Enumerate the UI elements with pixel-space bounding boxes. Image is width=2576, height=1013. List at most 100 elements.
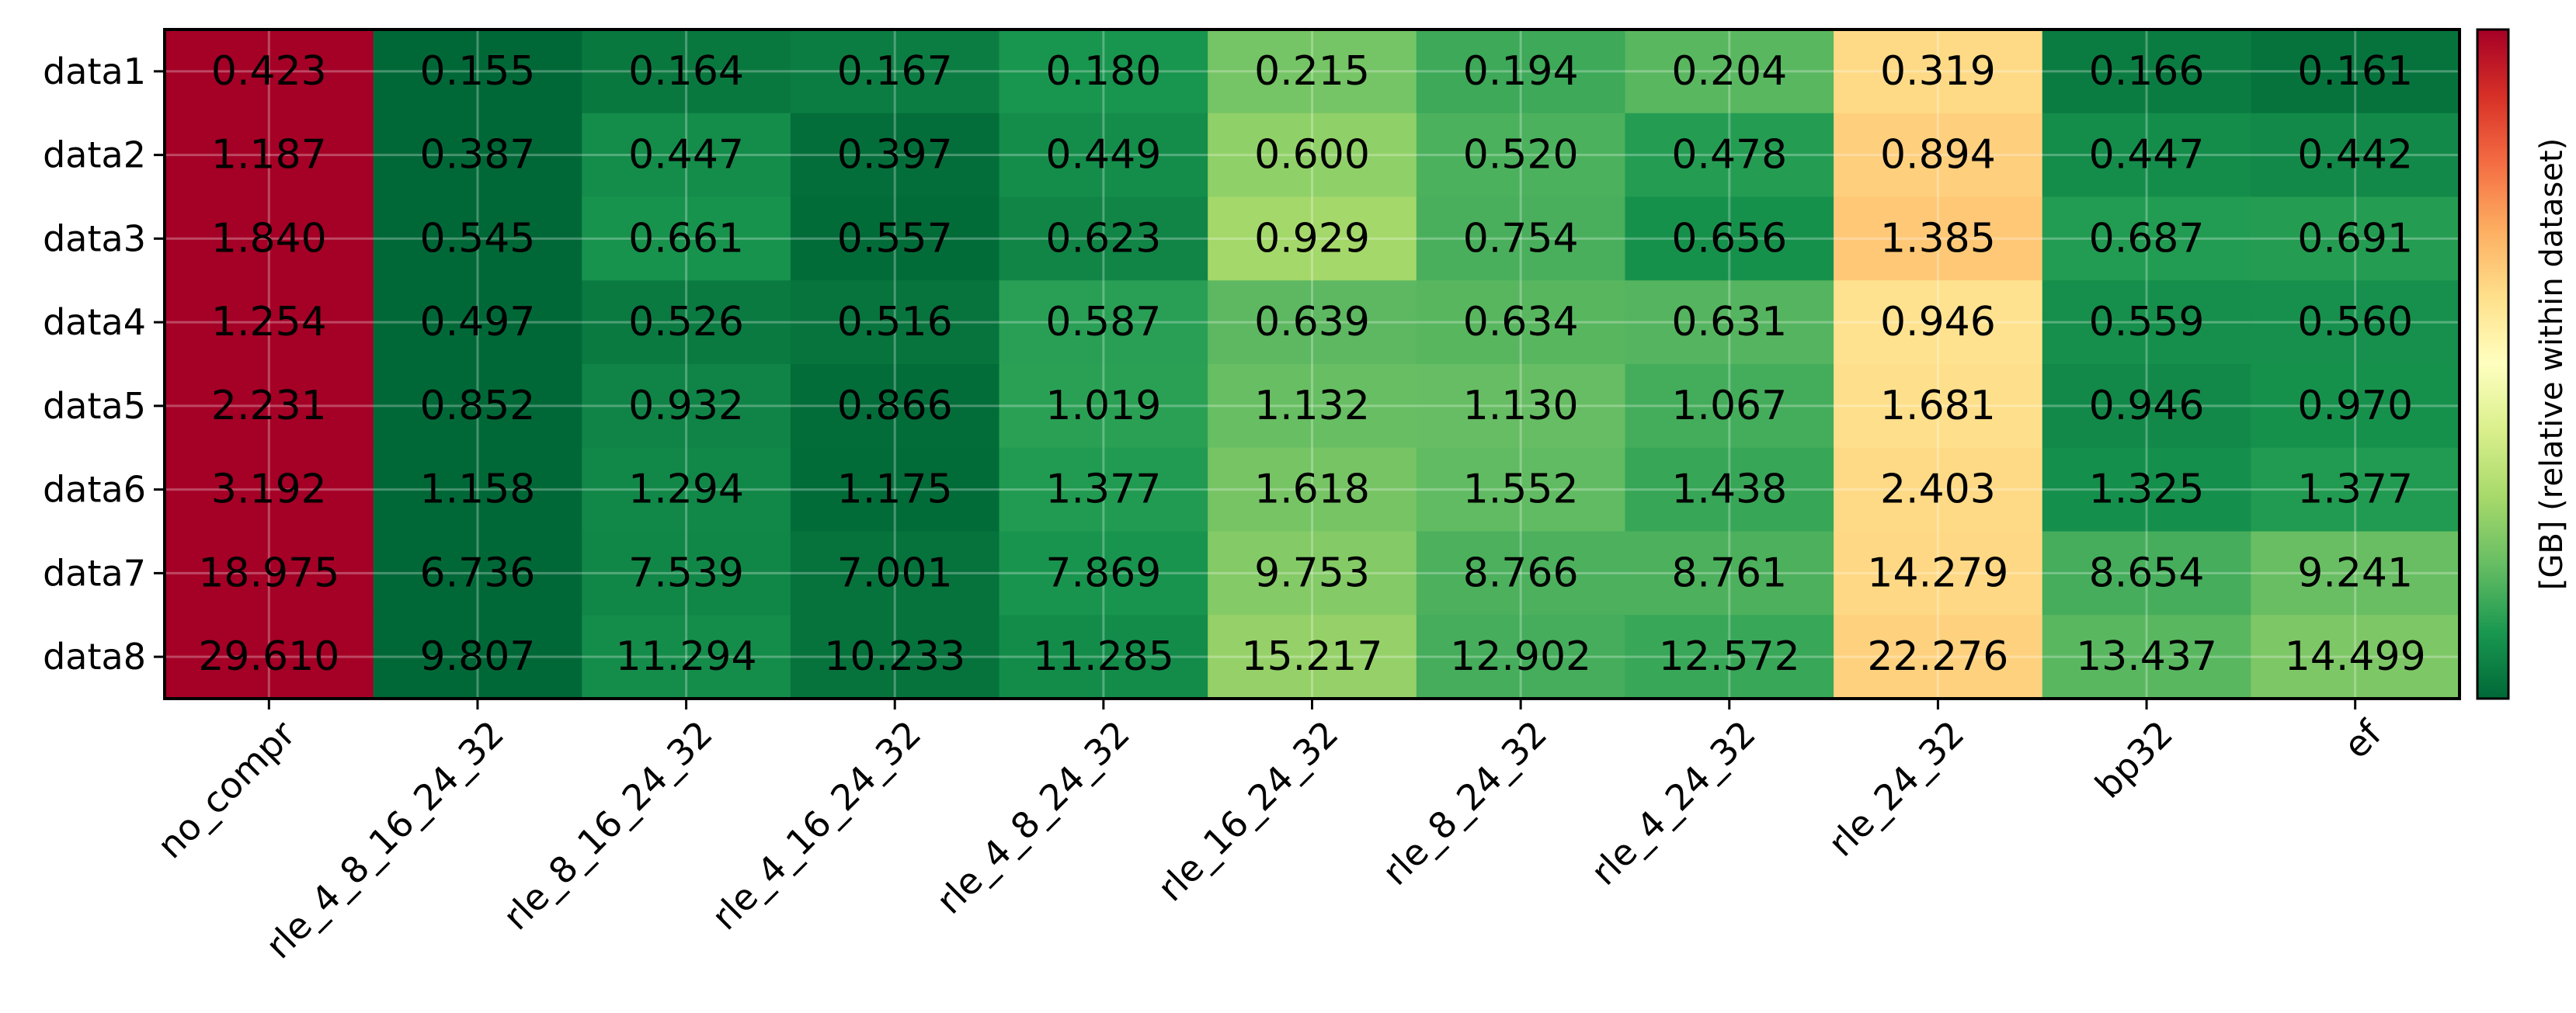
cell-value-label: 11.285 <box>1033 633 1174 680</box>
heatmap-cell <box>999 531 1208 616</box>
row-tick-label: data3 <box>43 217 146 259</box>
heatmap-cell <box>2042 196 2251 281</box>
column-tick-label: ef <box>2335 712 2390 767</box>
cell-value-label: 0.661 <box>628 215 744 262</box>
colorbar-label: [GB] (relative within dataset) <box>2534 138 2570 590</box>
cell-value-label: 2.231 <box>211 383 327 429</box>
cell-value-label: 0.449 <box>1045 132 1161 179</box>
heatmap-cell <box>999 29 1208 114</box>
cell-labels: 0.423 0.155 0.164 0.167 0.180 0.215 0.194 0.204… <box>198 48 2425 680</box>
heatmap-cell <box>1834 615 2043 699</box>
cell-value-label: 1.681 <box>1880 383 1996 429</box>
cell-value-label: 14.279 <box>1867 550 2008 596</box>
column-tick-label: rle_4_8_24_32 <box>928 713 1138 922</box>
cell-value-label: 0.754 <box>1463 215 1579 262</box>
heatmap-cell <box>999 447 1208 533</box>
cell-value-label: 0.442 <box>2297 132 2413 179</box>
heatmap-cell <box>790 364 1000 449</box>
cell-value-label: 1.385 <box>1880 215 1996 262</box>
heatmap-cell <box>1416 364 1626 449</box>
cell-value-label: 11.294 <box>616 633 757 680</box>
row-tick-label: data1 <box>43 50 146 92</box>
cell-value-label: 0.204 <box>1671 48 1787 95</box>
heatmap-cell <box>2251 615 2460 699</box>
heatmap-cell <box>2042 113 2251 198</box>
row-tick-label: data4 <box>43 301 146 343</box>
heatmap-cell <box>1208 29 1417 114</box>
colorbar: [GB] (relative within dataset) <box>2476 28 2570 700</box>
heatmap-cell <box>582 447 791 533</box>
cell-value-label: 0.545 <box>420 215 536 262</box>
cell-value-label: 0.194 <box>1463 48 1579 95</box>
cell-value-label: 0.557 <box>837 215 953 262</box>
cell-value-label: 0.687 <box>2089 215 2205 262</box>
cell-value-label: 0.946 <box>2089 383 2205 429</box>
cell-value-label: 22.276 <box>1867 633 2008 680</box>
cell-value-label: 29.610 <box>198 633 339 680</box>
cell-value-label: 0.161 <box>2297 48 2413 95</box>
row-tick-label: data2 <box>43 134 146 176</box>
heatmap-cell <box>2251 531 2460 616</box>
heatmap-cell <box>790 29 1000 114</box>
heatmap-cell <box>2251 280 2460 365</box>
cell-value-label: 8.766 <box>1463 550 1579 596</box>
colorbar-gradient <box>2476 28 2510 700</box>
column-tick-label: rle_8_16_24_32 <box>495 713 721 938</box>
heatmap-cells <box>165 29 2460 699</box>
cell-value-label: 0.639 <box>1254 299 1370 345</box>
cell-value-label: 1.840 <box>211 215 327 262</box>
cell-value-label: 0.559 <box>2089 299 2205 345</box>
heatmap-cell <box>373 615 582 699</box>
heatmap-cell <box>1416 113 1626 198</box>
heatmap-cell <box>1834 531 2043 616</box>
row-tick-label: data5 <box>43 385 146 427</box>
cell-value-label: 0.932 <box>628 383 744 429</box>
heatmap-cell <box>2251 113 2460 198</box>
heatmap-cell <box>165 280 374 365</box>
cell-value-label: 9.807 <box>420 633 536 680</box>
heatmap-cell <box>1834 364 2043 449</box>
cell-value-label: 1.132 <box>1254 383 1370 429</box>
cell-value-label: 0.623 <box>1045 215 1161 262</box>
heatmap-cell <box>165 113 374 198</box>
heatmap-cell <box>373 447 582 533</box>
cell-value-label: 1.377 <box>1045 467 1161 513</box>
heatmap-cell <box>2042 447 2251 533</box>
heatmap-cell <box>790 196 1000 281</box>
cell-value-label: 0.319 <box>1880 48 1996 95</box>
cell-value-label: 0.423 <box>211 48 327 95</box>
heatmap-cell <box>582 615 791 699</box>
cell-value-label: 18.975 <box>198 550 339 596</box>
heatmap-cell <box>165 447 374 533</box>
heatmap-cell <box>999 364 1208 449</box>
cell-value-label: 0.166 <box>2089 48 2205 95</box>
heatmap-cell <box>373 364 582 449</box>
cell-value-label: 15.217 <box>1242 633 1383 680</box>
column-tick-label: rle_8_24_32 <box>1374 713 1555 893</box>
heatmap-cell <box>1208 196 1417 281</box>
cell-value-label: 0.946 <box>1880 299 1996 345</box>
heatmap-cell <box>1416 196 1626 281</box>
cell-value-label: 0.447 <box>628 132 744 179</box>
cell-value-label: 0.447 <box>2089 132 2205 179</box>
cell-value-label: 0.852 <box>420 383 536 429</box>
heatmap-cell <box>165 29 374 114</box>
row-tick-label: data7 <box>43 552 146 594</box>
heatmap-cell <box>1416 29 1626 114</box>
heatmap-cell <box>1625 364 1834 449</box>
cell-value-label: 1.294 <box>628 467 744 513</box>
heatmap-cell <box>373 531 582 616</box>
heatmap-cell <box>1208 364 1417 449</box>
heatmap-cell <box>1834 447 2043 533</box>
heatmap-cell <box>1208 113 1417 198</box>
heatmap-cell <box>999 280 1208 365</box>
row-tick-label: data8 <box>43 636 146 678</box>
cell-value-label: 0.155 <box>420 48 536 95</box>
heatmap-cell <box>790 280 1000 365</box>
cell-value-label: 0.587 <box>1045 299 1161 345</box>
cell-value-label: 0.397 <box>837 132 953 179</box>
heatmap-cell <box>2042 29 2251 114</box>
heatmap-cell <box>1625 29 1834 114</box>
heatmap-cell <box>373 29 582 114</box>
